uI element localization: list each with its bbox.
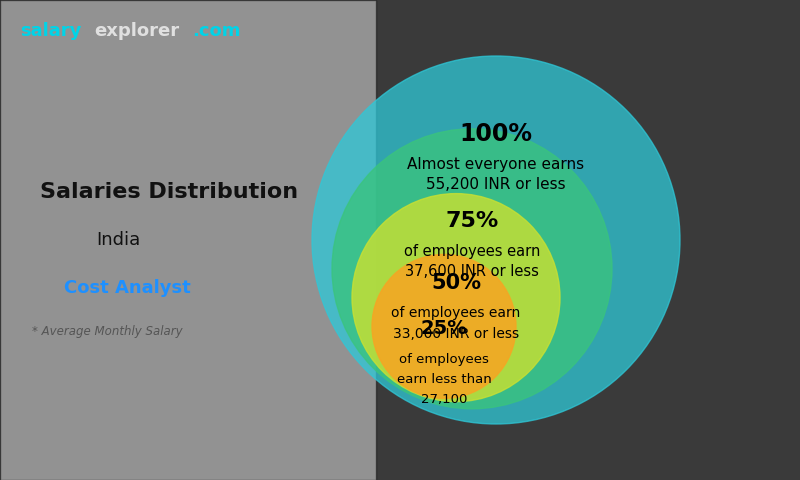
FancyBboxPatch shape: [0, 0, 376, 480]
Text: Cost Analyst: Cost Analyst: [64, 279, 190, 297]
Text: explorer: explorer: [94, 22, 179, 40]
Text: of employees earn: of employees earn: [391, 306, 521, 321]
Text: earn less than: earn less than: [397, 372, 491, 386]
Text: 50%: 50%: [431, 273, 481, 293]
Text: 100%: 100%: [459, 122, 533, 146]
Text: India: India: [96, 231, 140, 249]
Text: of employees earn: of employees earn: [404, 243, 540, 259]
Ellipse shape: [332, 129, 612, 409]
Ellipse shape: [352, 193, 560, 402]
Text: Almost everyone earns: Almost everyone earns: [407, 157, 585, 172]
Text: 25%: 25%: [421, 319, 467, 338]
Text: .com: .com: [192, 22, 241, 40]
Text: 75%: 75%: [446, 211, 498, 231]
Text: salary: salary: [20, 22, 82, 40]
Text: * Average Monthly Salary: * Average Monthly Salary: [32, 324, 182, 338]
Text: of employees: of employees: [399, 352, 489, 366]
Text: 27,100: 27,100: [421, 393, 467, 406]
Text: 33,000 INR or less: 33,000 INR or less: [393, 326, 519, 341]
Text: 55,200 INR or less: 55,200 INR or less: [426, 177, 566, 192]
Text: 37,600 INR or less: 37,600 INR or less: [405, 264, 539, 279]
Ellipse shape: [372, 254, 516, 398]
Text: Salaries Distribution: Salaries Distribution: [40, 182, 298, 202]
Ellipse shape: [312, 56, 680, 424]
